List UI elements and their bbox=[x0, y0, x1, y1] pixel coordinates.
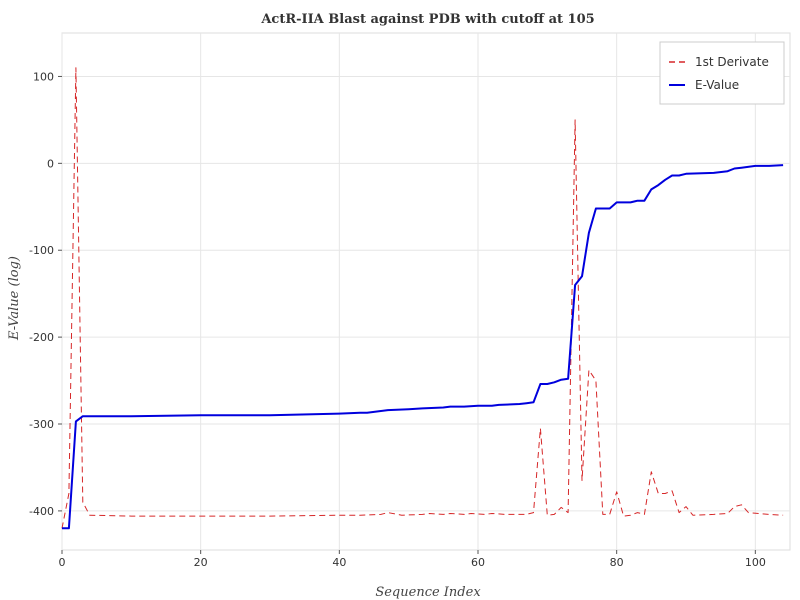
y-tick-label: -400 bbox=[29, 505, 54, 518]
y-tick-label: 100 bbox=[33, 70, 54, 83]
y-tick-label: -100 bbox=[29, 244, 54, 257]
legend-label-e-value: E-Value bbox=[695, 78, 739, 92]
legend-box bbox=[659, 41, 785, 105]
x-tick-label: 60 bbox=[471, 556, 485, 569]
x-tick-label: 80 bbox=[610, 556, 624, 569]
y-tick-label: 0 bbox=[47, 157, 54, 170]
x-tick-label: 100 bbox=[745, 556, 766, 569]
series-line-1st-derivate bbox=[61, 67, 784, 529]
x-tick-label: 20 bbox=[194, 556, 208, 569]
grid bbox=[61, 33, 790, 550]
legend-label-1st-derivate: 1st Derivate bbox=[695, 55, 769, 69]
x-tick-label: 0 bbox=[59, 556, 66, 569]
y-tick-label: -200 bbox=[29, 331, 54, 344]
chart-title: ActR-IIA Blast against PDB with cutoff a… bbox=[260, 12, 594, 27]
series-line-e-value bbox=[62, 164, 784, 530]
y-tick-label: -300 bbox=[29, 418, 54, 431]
x-tick-label: 40 bbox=[332, 556, 346, 569]
series-layer bbox=[61, 67, 784, 530]
plot-area bbox=[61, 32, 791, 551]
x-axis-label: Sequence Index bbox=[375, 585, 481, 600]
y-axis-ticks: -400 -300 -200 -100 0 100 bbox=[29, 70, 62, 518]
y-axis-label: E-Value (log) bbox=[7, 256, 22, 341]
x-axis-ticks: 0 20 40 60 80 100 bbox=[59, 550, 766, 569]
legend: 1st Derivate E-Value bbox=[659, 41, 785, 105]
